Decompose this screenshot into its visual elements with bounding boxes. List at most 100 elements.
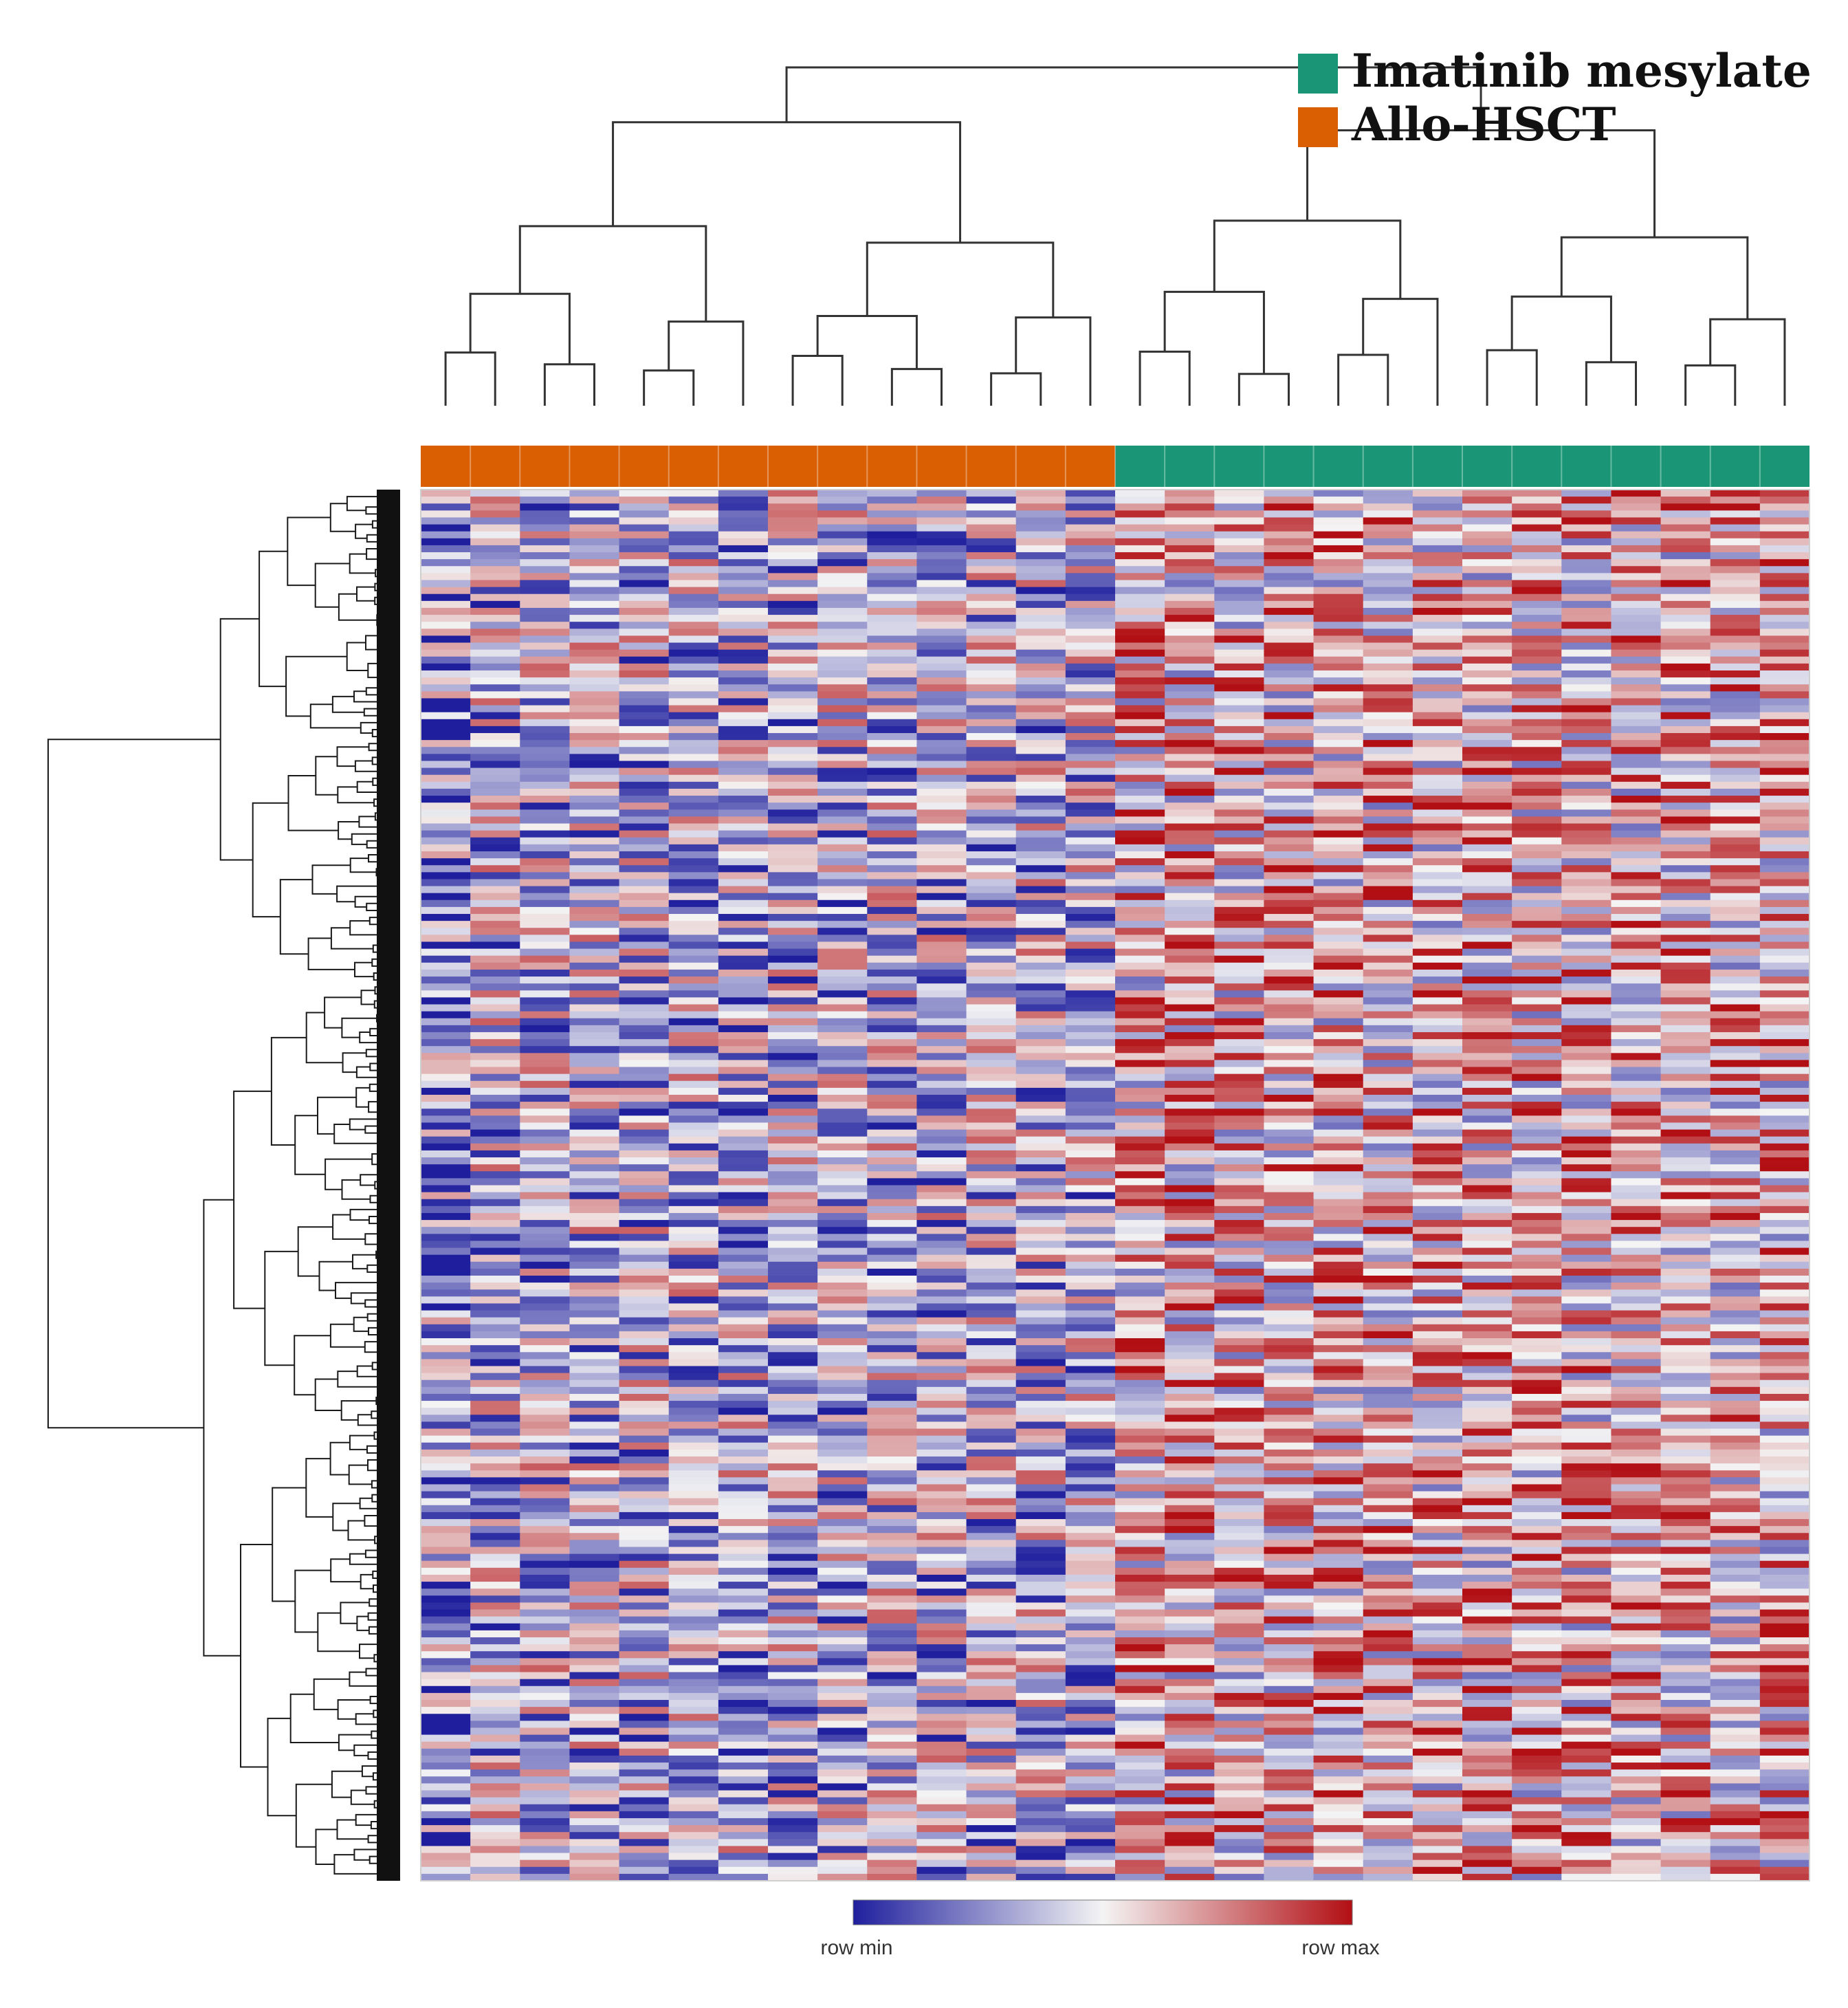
heatmap-cell [1412,1512,1463,1520]
heatmap-cell [817,1582,868,1589]
heatmap-cell [1165,879,1215,887]
heatmap-cell [1165,1073,1215,1082]
heatmap-cell [1264,600,1314,609]
heatmap-cell [768,1087,818,1095]
heatmap-cell [1561,1227,1612,1234]
heatmap-cell [421,1053,471,1061]
heatmap-cell [1660,1283,1711,1290]
heatmap-cell [1115,1352,1165,1360]
heatmap-cell [1611,1512,1662,1520]
heatmap-cell [1065,941,1116,950]
heatmap-cell [768,573,818,581]
heatmap-cell [966,684,1017,692]
heatmap-cell [1611,1401,1662,1408]
heatmap-cell [569,1505,620,1513]
heatmap-cell [718,1095,769,1102]
heatmap-cell [718,1025,769,1033]
heatmap-cell [1561,503,1612,511]
heatmap-cell [1759,1679,1810,1687]
heatmap-cell [1412,725,1463,734]
heatmap-cell [569,767,620,776]
heatmap-cell [1313,663,1364,671]
heatmap-cell [1313,1672,1364,1680]
heatmap-cell [668,1241,719,1249]
heatmap-cell [520,830,571,838]
heatmap-cell [1462,1449,1512,1457]
heatmap-cell [1660,816,1711,825]
heatmap-cell [817,1519,868,1527]
heatmap-cell [916,1393,967,1401]
heatmap-cell [1561,816,1612,825]
heatmap-cell [1611,1498,1662,1506]
heatmap-cell [1313,1234,1364,1242]
heatmap-cell [867,1463,918,1471]
heatmap-cell [1512,1582,1562,1589]
heatmap-cell [1115,1268,1165,1276]
heatmap-cell [1561,663,1612,671]
heatmap-cell [867,490,918,497]
heatmap-cell [768,1268,818,1276]
heatmap-cell [421,1205,471,1214]
heatmap-cell [768,1080,818,1089]
heatmap-cell [1015,1560,1066,1569]
heatmap-cell [817,1685,868,1694]
heatmap-cell [718,1171,769,1179]
heatmap-cell [1214,844,1265,852]
heatmap-cell [1363,1567,1414,1575]
heatmap-cell [916,1463,967,1471]
heatmap-cell [470,830,520,838]
heatmap-cell [1115,928,1165,935]
heatmap-cell [1561,1415,1612,1423]
heatmap-cell [619,1234,670,1242]
heatmap-cell [1363,1477,1414,1485]
heatmap-cell [966,1178,1017,1186]
heatmap-cell [1363,767,1414,776]
heatmap-cell [421,1491,471,1499]
heatmap-cell [768,1393,818,1401]
heatmap-cell [1165,886,1215,894]
heatmap-cell [1264,1234,1314,1242]
heatmap-cell [916,830,967,838]
heatmap-cell [966,906,1017,915]
heatmap-cell [966,1491,1017,1499]
heatmap-cell [1512,1560,1562,1569]
heatmap-cell [817,580,868,588]
heatmap-cell [1115,1129,1165,1137]
heatmap-cell [1015,1393,1066,1401]
group-bar-allo-hsct [421,446,1115,487]
heatmap-cell [916,503,967,511]
heatmap-cell [966,1143,1017,1151]
heatmap-cell [619,510,670,519]
heatmap-cell [1115,538,1165,546]
heatmap-cell [966,1310,1017,1318]
heatmap-cell [1015,496,1066,504]
heatmap-cell [1412,1463,1463,1471]
heatmap-cell [1065,1540,1116,1548]
column-dendrogram-branch [890,368,943,406]
heatmap-cell [520,962,571,970]
heatmap-cell [1512,642,1562,651]
heatmap-cell [1660,1136,1711,1144]
heatmap-cell [1412,1157,1463,1165]
heatmap-cell [1412,1331,1463,1339]
heatmap-cell [1611,1672,1662,1680]
heatmap-cell [916,1283,967,1290]
heatmap-cell [668,906,719,915]
heatmap-cell [1065,1505,1116,1513]
heatmap-cell [1214,503,1265,511]
heatmap-cell [1512,1415,1562,1423]
heatmap-cell [1759,1449,1810,1457]
heatmap-cell [1611,580,1662,588]
heatmap-cell [916,1289,967,1297]
heatmap-cell [817,1129,868,1137]
heatmap-cell [1660,1254,1711,1263]
heatmap-cell [966,1205,1017,1214]
heatmap-cell [1363,1512,1414,1520]
heatmap-cell [1660,1150,1711,1158]
heatmap-cell [1561,906,1612,915]
heatmap-cell [1065,510,1116,519]
heatmap-cell [966,990,1017,998]
heatmap-cell [1710,1401,1761,1408]
heatmap-cell [1115,1171,1165,1179]
column-dendrogram-branch [990,372,1042,406]
